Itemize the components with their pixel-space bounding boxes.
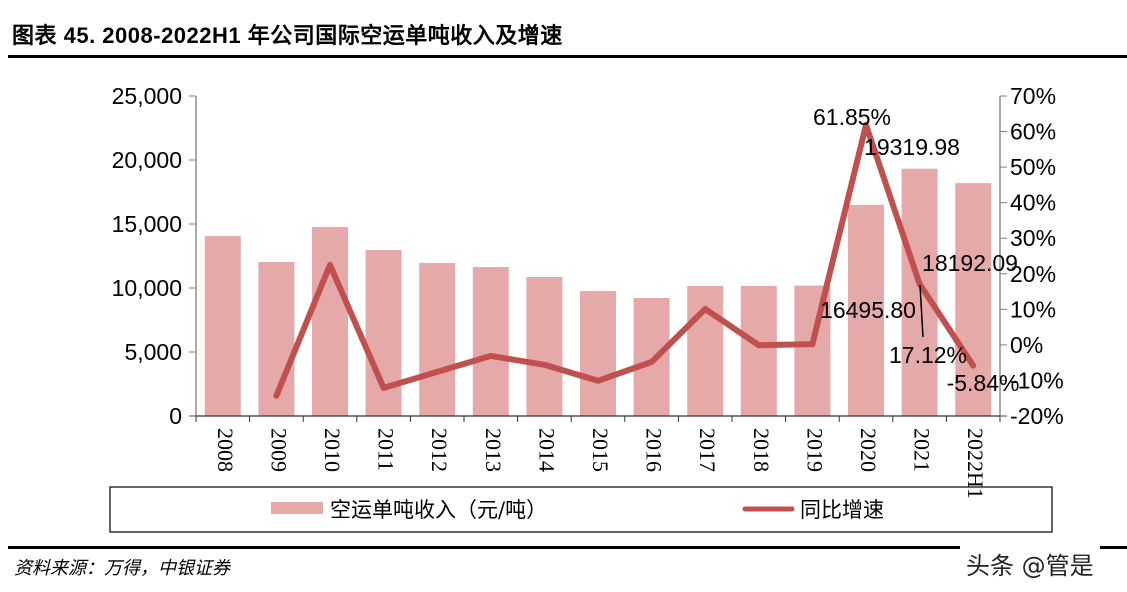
x-axis-label: 2022H1 — [963, 428, 988, 499]
bar-2016 — [633, 297, 670, 416]
chart-title: 图表 45. 2008-2022H1 年公司国际空运单吨收入及增速 — [12, 23, 563, 48]
left-axis-tick-label: 5,000 — [124, 339, 182, 365]
bar-2018 — [740, 285, 777, 416]
x-axis-label: 2020 — [856, 428, 881, 472]
right-axis-tick-label: 10% — [1010, 296, 1056, 322]
bar-2014 — [526, 276, 563, 416]
legend-line-label: 同比增速 — [800, 498, 884, 522]
x-axis-label: 2011 — [374, 428, 399, 471]
x-axis-label: 2010 — [320, 428, 345, 472]
bar-2021 — [901, 168, 938, 416]
right-axis-tick-label: 20% — [1010, 261, 1056, 287]
left-axis-tick-label: 25,000 — [112, 83, 182, 109]
right-axis-tick-label: 60% — [1010, 119, 1056, 145]
x-axis-label: 2012 — [427, 428, 452, 472]
right-axis-tick-label: 70% — [1010, 83, 1056, 109]
bar-2017 — [687, 285, 724, 416]
right-axis-tick-label: 30% — [1010, 225, 1056, 251]
bar-2010 — [312, 226, 348, 416]
bar-2022H1 — [955, 183, 992, 416]
right-axis-tick-label: -20% — [1010, 403, 1064, 429]
x-axis-label: 2013 — [481, 428, 506, 472]
x-axis-labels: 2008 2009 2010 2011 2012 2013 2014 2015 2016 2017… — [213, 428, 988, 499]
x-axis-label: 2009 — [266, 428, 291, 472]
bar-2015 — [580, 290, 616, 416]
legend-bar-swatch — [271, 502, 323, 514]
axes: 0 5,000 10,000 15,000 20,000 25,000 -20% -10% 0%… — [112, 83, 1064, 429]
x-axis-label: 2016 — [642, 428, 667, 472]
data-label: 19319.98 — [864, 134, 960, 160]
data-labels: 61.85% 16495.80 19319.98 17.12% 18192.09 -5.8… — [813, 104, 1019, 396]
x-axis-label: 2015 — [588, 428, 613, 472]
data-label: 17.12% — [889, 342, 967, 368]
left-axis-tick-label: 20,000 — [112, 147, 182, 173]
bar-2020 — [848, 204, 884, 416]
title-divider — [8, 55, 1127, 58]
growth-line — [273, 121, 977, 399]
x-axis-label: 2014 — [534, 428, 559, 472]
data-label: 61.85% — [813, 104, 891, 130]
x-axis-label: 2019 — [802, 428, 827, 472]
x-axis-label: 2008 — [213, 428, 238, 472]
bar-2013 — [472, 267, 509, 416]
source-note: 资料来源：万得，中银证券 — [14, 558, 230, 579]
x-axis-label: 2021 — [910, 428, 935, 472]
right-axis-tick-label: 0% — [1010, 332, 1043, 358]
data-label: -5.84% — [947, 370, 1020, 396]
footer-divider — [8, 546, 1127, 549]
x-axis-label: 2018 — [749, 428, 774, 472]
right-axis-tick-label: -10% — [1010, 367, 1064, 393]
watermark: 头条 @管是 — [960, 546, 1100, 581]
bar-2011 — [365, 249, 402, 416]
right-axis-tick-label: 50% — [1010, 154, 1056, 180]
bar-2012 — [419, 263, 456, 416]
left-axis-tick-label: 0 — [169, 403, 182, 429]
left-axis-tick-label: 15,000 — [112, 211, 182, 237]
left-axis-tick-label: 10,000 — [112, 275, 182, 301]
bar-series — [204, 168, 992, 416]
right-axis-tick-label: 40% — [1010, 190, 1056, 216]
legend-box — [109, 486, 1053, 533]
x-axis-label: 2017 — [695, 428, 720, 472]
bar-2008 — [204, 236, 241, 416]
legend-bar-label: 空运单吨收入（元/吨） — [330, 498, 547, 522]
line-series — [273, 121, 977, 399]
data-label: 16495.80 — [820, 297, 916, 323]
data-label: 18192.09 — [922, 250, 1018, 276]
